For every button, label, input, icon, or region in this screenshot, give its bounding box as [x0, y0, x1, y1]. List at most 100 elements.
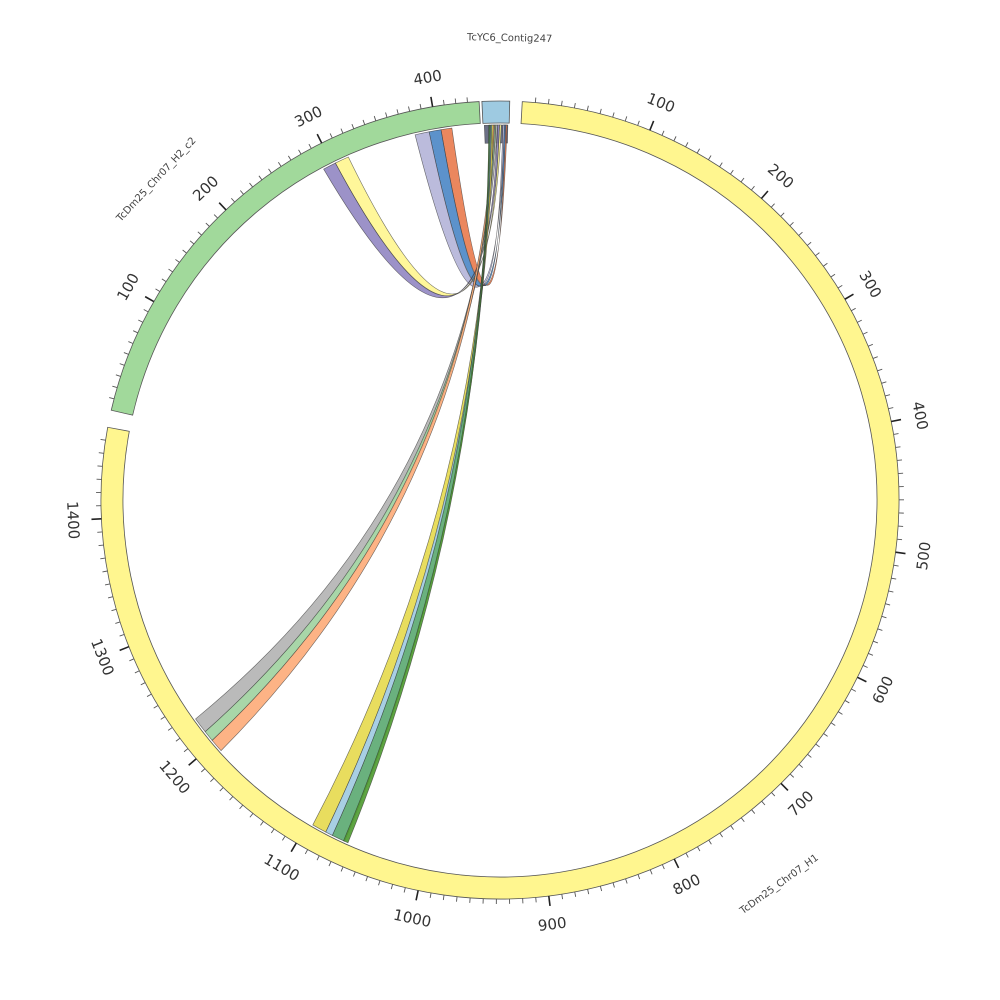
minor-tick-h2-230 — [249, 182, 253, 188]
minor-tick-h1-550 — [881, 615, 887, 619]
minor-tick-h1-1030 — [378, 880, 381, 886]
tick-label-h2-200: 200 — [189, 172, 222, 205]
minor-tick-h1-1330 — [111, 608, 117, 612]
major-tick-h1-1300 — [119, 645, 130, 652]
minor-tick-h1-240 — [798, 231, 803, 236]
link-ribbon-8 — [211, 124, 495, 752]
minor-tick-h2-390 — [419, 103, 422, 109]
minor-tick-h1-660 — [815, 743, 820, 748]
tick-label-h1-1300: 1300 — [87, 636, 118, 678]
minor-tick-h2-320 — [340, 128, 344, 134]
minor-tick-h1-320 — [857, 319, 862, 323]
tick-label-h1-400: 400 — [908, 400, 931, 432]
minor-tick-h1-220 — [780, 212, 785, 217]
minor-tick-h1-130 — [685, 142, 689, 148]
minor-tick-h1-1090 — [304, 849, 309, 855]
minor-tick-h1-50 — [586, 105, 589, 111]
major-tick-h1-900 — [548, 895, 551, 907]
minor-tick-h1-610 — [851, 688, 857, 692]
minor-tick-h1-880 — [574, 891, 577, 897]
minor-tick-h1-250 — [806, 241, 812, 246]
minor-tick-h1-1130 — [260, 821, 264, 826]
minor-tick-h1-1460 — [100, 439, 106, 441]
minor-tick-h1-1350 — [104, 583, 111, 586]
tick-label-h1-200: 200 — [764, 160, 797, 192]
minor-tick-h1-680 — [798, 763, 803, 768]
major-tick-h2-200 — [218, 202, 227, 211]
minor-tick-h1-1370 — [100, 557, 106, 560]
major-tick-h1-400 — [891, 418, 902, 423]
minor-tick-h1-380 — [885, 394, 891, 397]
minor-tick-h1-1280 — [134, 670, 140, 674]
minor-tick-h1-140 — [696, 148, 701, 154]
minor-tick-h1-770 — [708, 839, 712, 845]
minor-tick-h2-350 — [373, 115, 377, 121]
minor-tick-h1-870 — [587, 889, 590, 895]
minor-tick-h2-40 — [119, 363, 125, 366]
minor-tick-h1-1210 — [183, 748, 189, 753]
link-ribbon-5 — [323, 124, 500, 299]
major-tick-h1-1200 — [188, 758, 197, 766]
segment-h1 — [100, 101, 900, 900]
minor-tick-h1-830 — [637, 874, 641, 880]
tick-label-h2-100: 100 — [113, 270, 143, 304]
minor-tick-h1-990 — [429, 892, 432, 898]
tick-label-h1-1400: 1400 — [63, 501, 83, 540]
minor-tick-h2-340 — [362, 119, 366, 125]
major-tick-h1-500 — [895, 551, 906, 555]
minor-tick-h2-90 — [143, 309, 149, 313]
minor-tick-h1-1070 — [328, 861, 332, 867]
minor-tick-h1-1140 — [249, 813, 254, 818]
tick-label-h1-800: 800 — [670, 870, 704, 899]
major-tick-h2-400 — [430, 96, 434, 107]
minor-tick-h1-90 — [637, 120, 640, 126]
minor-tick-h2-240 — [258, 175, 263, 181]
minor-tick-h1-20 — [547, 98, 550, 105]
minor-tick-h1-850 — [612, 882, 615, 888]
minor-tick-h2-250 — [268, 168, 272, 174]
minor-tick-h2-210 — [231, 197, 236, 203]
minor-tick-h1-750 — [730, 825, 734, 830]
segment-name-contig: TcYC6_Contig247 — [466, 32, 553, 45]
minor-tick-h1-650 — [823, 733, 828, 737]
minor-tick-h1-560 — [877, 628, 883, 631]
tick-label-h2-300: 300 — [292, 102, 326, 131]
minor-tick-h2-60 — [128, 341, 134, 344]
minor-tick-h1-1170 — [219, 787, 224, 792]
minor-tick-h2-190 — [213, 214, 218, 219]
minor-tick-h2-260 — [277, 161, 282, 167]
minor-tick-h1-70 — [612, 112, 615, 118]
minor-tick-h1-1220 — [175, 737, 181, 742]
minor-tick-h1-270 — [823, 262, 828, 267]
minor-tick-h1-280 — [830, 273, 836, 278]
minor-tick-h1-820 — [649, 869, 653, 875]
minor-tick-h2-80 — [138, 319, 143, 323]
minor-tick-h2-330 — [351, 123, 355, 129]
minor-tick-h2-180 — [205, 222, 210, 227]
minor-tick-h1-110 — [661, 130, 665, 136]
minor-tick-h1-1120 — [270, 828, 275, 834]
minor-tick-h1-420 — [895, 446, 901, 448]
minor-tick-h1-1180 — [210, 777, 215, 783]
major-tick-h2-100 — [144, 295, 155, 303]
tick-label-h1-1100: 1100 — [261, 850, 303, 885]
minor-tick-h1-740 — [740, 817, 745, 823]
major-tick-h1-600 — [857, 676, 867, 683]
minor-tick-h2-150 — [182, 249, 187, 254]
minor-tick-h1-370 — [881, 381, 887, 384]
link-ribbon-12 — [343, 124, 490, 844]
minor-tick-h1-80 — [624, 116, 628, 122]
minor-tick-h1-1290 — [129, 658, 135, 662]
minor-tick-h2-360 — [385, 112, 388, 118]
minor-tick-h1-720 — [761, 800, 766, 806]
minor-tick-h1-810 — [661, 864, 665, 870]
minor-tick-h1-970 — [456, 896, 458, 902]
link-ribbon-3 — [414, 124, 505, 288]
minor-tick-h2-270 — [287, 155, 292, 161]
minor-tick-h1-1450 — [98, 452, 104, 454]
tick-label-h1-1000: 1000 — [392, 906, 433, 931]
minor-tick-h1-60 — [599, 108, 602, 114]
minor-tick-h1-180 — [740, 177, 745, 183]
major-tick-h1-200 — [760, 190, 769, 200]
